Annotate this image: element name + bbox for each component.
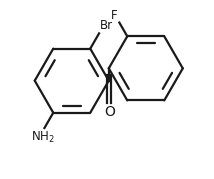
Text: O: O [104,105,115,119]
Text: F: F [111,9,117,22]
Text: Br: Br [100,19,113,32]
Text: NH$_2$: NH$_2$ [31,130,55,145]
